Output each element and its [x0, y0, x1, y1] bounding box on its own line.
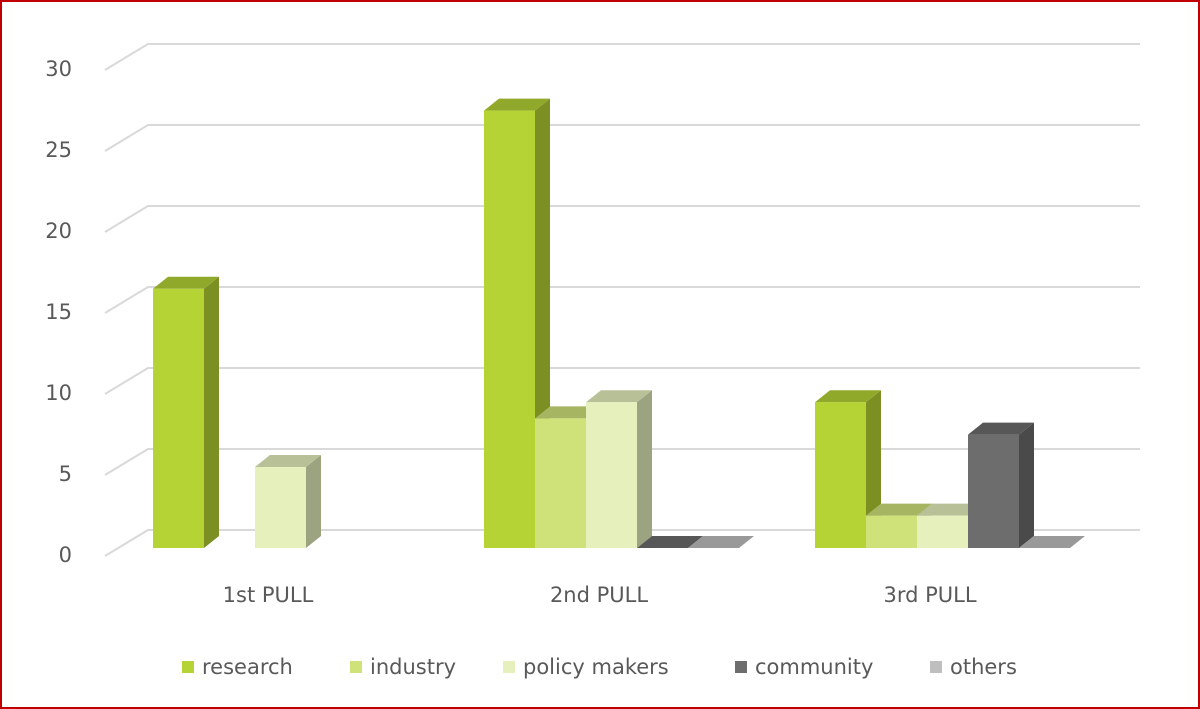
bar — [1019, 536, 1085, 549]
bar-top — [255, 455, 321, 467]
bar — [153, 276, 219, 548]
bar-front — [866, 515, 917, 548]
y-tick-label: 0 — [59, 543, 72, 567]
bar — [688, 536, 754, 549]
bar-top — [535, 406, 601, 419]
bar-top — [1019, 536, 1085, 548]
grid-line — [104, 43, 1140, 71]
y-tick-label: 5 — [59, 462, 72, 486]
bar-front — [255, 467, 306, 548]
bar-top — [917, 503, 983, 516]
x-tick-label: 1st PULL — [223, 583, 314, 607]
grid-line — [104, 286, 1140, 314]
bar-top — [586, 390, 652, 403]
bar-front — [535, 418, 586, 548]
bar — [586, 390, 652, 548]
bar — [637, 536, 703, 549]
x-tick-label: 2nd PULL — [550, 583, 648, 607]
legend-label: industry — [370, 655, 456, 679]
bar-top — [153, 276, 219, 289]
bar-top — [968, 422, 1034, 435]
bar-top — [815, 390, 881, 403]
legend-label: policy makers — [523, 655, 669, 679]
bar-side — [637, 390, 652, 548]
grid-line — [104, 367, 1140, 395]
y-tick-label: 20 — [45, 219, 72, 243]
bar-front — [153, 288, 204, 548]
bar-front — [815, 402, 866, 548]
bar-top — [637, 536, 703, 548]
bar-side — [204, 276, 219, 548]
grid-line — [104, 448, 1140, 476]
legend-swatch — [503, 661, 515, 673]
legend-swatch — [182, 661, 194, 673]
legend-swatch — [930, 661, 942, 673]
y-tick-label: 30 — [45, 57, 72, 81]
grid-line — [104, 124, 1140, 152]
legend-swatch — [735, 661, 747, 673]
legend-label: research — [202, 655, 293, 679]
y-tick-label: 15 — [45, 300, 72, 324]
legend-swatch — [350, 661, 362, 673]
bar-top — [688, 536, 754, 548]
y-tick-label: 25 — [45, 138, 72, 162]
bar-front — [968, 434, 1019, 548]
bar-front — [484, 110, 535, 548]
bar-side — [1019, 422, 1034, 548]
bar-top — [484, 98, 550, 111]
grid-line — [104, 529, 1140, 557]
legend-label: community — [755, 655, 873, 679]
bar — [815, 390, 881, 548]
bar — [968, 422, 1034, 548]
grid-line — [104, 205, 1140, 233]
x-tick-label: 3rd PULL — [883, 583, 976, 607]
bar — [255, 455, 321, 548]
bar-side — [306, 455, 321, 548]
bar-top — [866, 503, 932, 516]
legend-label: others — [950, 655, 1017, 679]
bar-front — [586, 402, 637, 548]
y-tick-label: 10 — [45, 381, 72, 405]
bar-front — [917, 515, 968, 548]
